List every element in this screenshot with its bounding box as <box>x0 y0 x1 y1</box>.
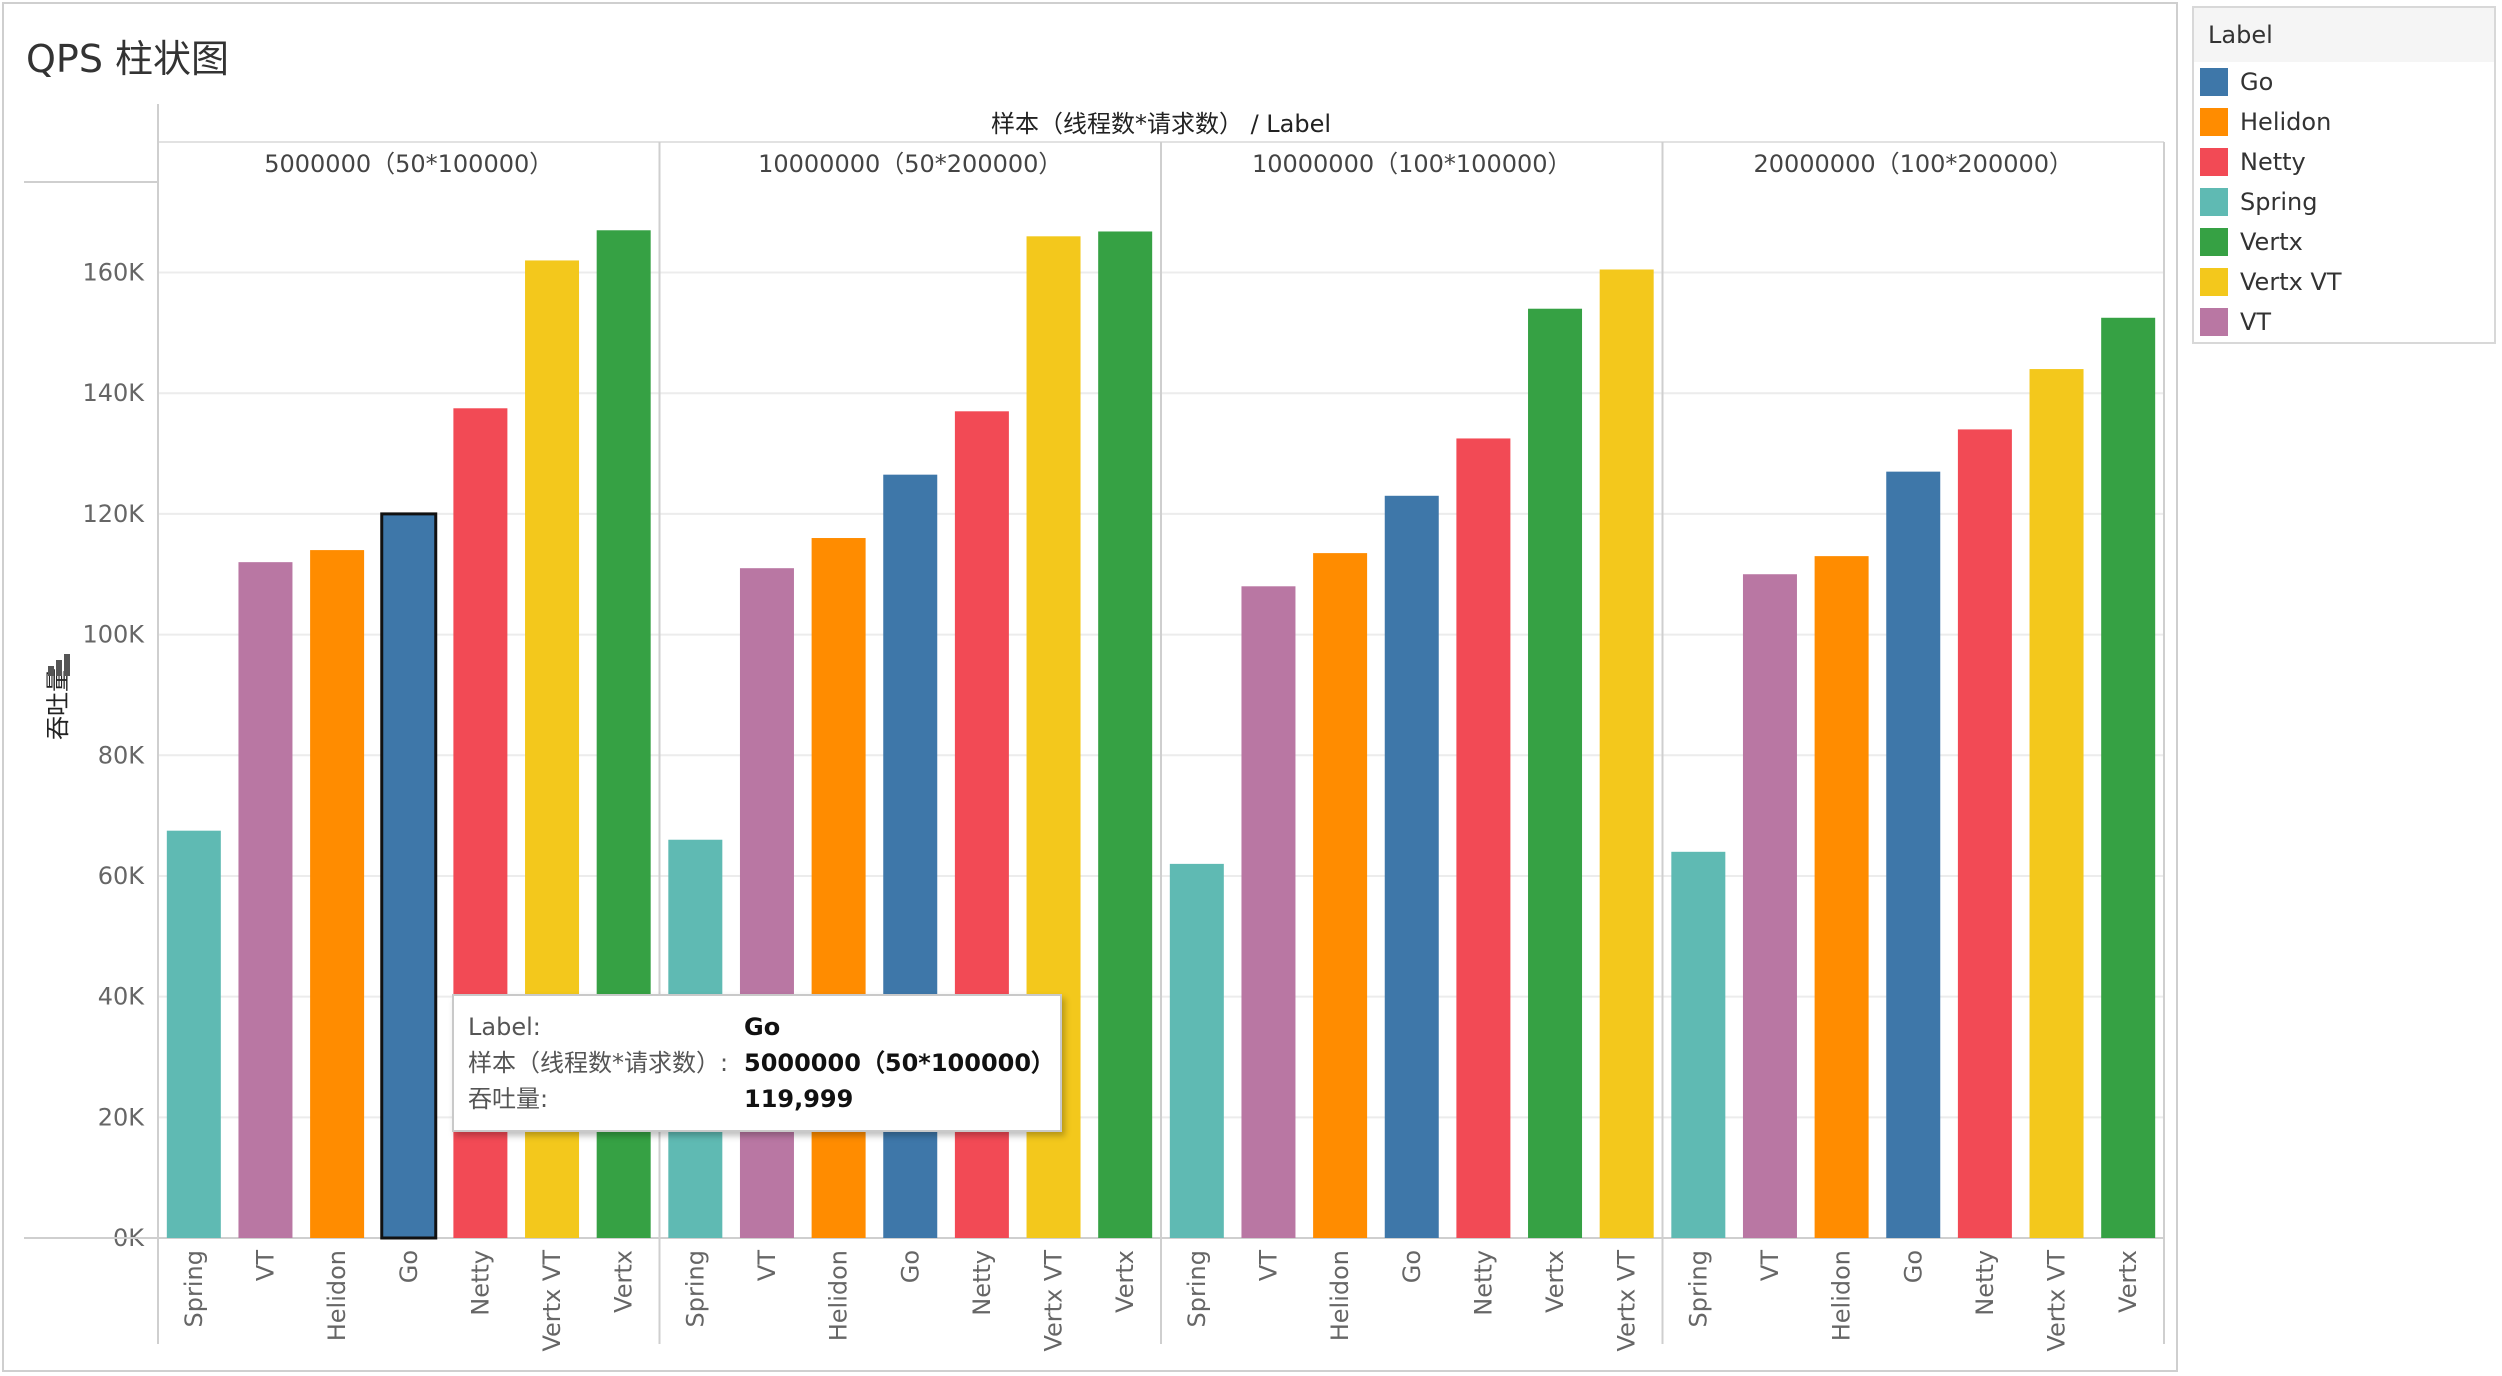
bar-vertx[interactable] <box>1098 231 1153 1238</box>
legend-label: Vertx VT <box>2240 268 2342 296</box>
x-tick-label: VT <box>1756 1250 1784 1281</box>
x-tick-label: Spring <box>1183 1250 1211 1327</box>
x-tick-label: Vertx <box>610 1250 638 1313</box>
sort-icon <box>56 660 62 676</box>
x-tick-label: Vertx <box>1541 1250 1569 1313</box>
tooltip-key-sample: 样本（线程数*请求数）: <box>468 1049 729 1077</box>
bar-vertx-vt[interactable] <box>1599 269 1654 1238</box>
bar-vertx-vt[interactable] <box>2029 369 2084 1238</box>
legend-swatch <box>2200 68 2228 96</box>
chart-panel: QPS 柱状图 样本（线程数*请求数） / Label 0K 20K 40K 60K 80K… <box>2 2 2178 1372</box>
x-tick-label: Helidon <box>323 1250 351 1341</box>
bar-go[interactable] <box>380 512 438 1240</box>
x-tick-label: Spring <box>1684 1250 1712 1327</box>
panel-header: 20000000（100*200000） <box>1753 150 2073 178</box>
x-tick-label: Vertx VT <box>1613 1250 1641 1352</box>
legend-swatch <box>2200 308 2228 336</box>
chart-title: QPS 柱状图 <box>26 37 229 81</box>
y-tick-label: 120K <box>82 500 145 528</box>
y-tick-label: 40K <box>98 983 146 1011</box>
bar-vt[interactable] <box>1742 574 1797 1238</box>
legend-item-spring[interactable]: Spring <box>2194 182 2494 222</box>
legend-label: Helidon <box>2240 108 2332 136</box>
bar-netty[interactable] <box>1456 438 1511 1238</box>
panel-header: 10000000（100*100000） <box>1252 150 1572 178</box>
x-tick-label: Vertx <box>1111 1250 1139 1313</box>
sort-icon <box>48 666 54 676</box>
bar-helidon[interactable] <box>1313 553 1368 1238</box>
legend-swatch <box>2200 188 2228 216</box>
x-tick-label: Vertx VT <box>1040 1250 1068 1352</box>
legend-item-helidon[interactable]: Helidon <box>2194 102 2494 142</box>
bar-spring[interactable] <box>166 830 221 1238</box>
legend-label: Go <box>2240 68 2274 96</box>
legend-label: Vertx <box>2240 228 2303 256</box>
x-tick-label: Go <box>896 1250 924 1283</box>
x-tick-label: Spring <box>681 1250 709 1327</box>
x-tick-label: Netty <box>1469 1250 1497 1316</box>
legend-item-netty[interactable]: Netty <box>2194 142 2494 182</box>
bar-vertx[interactable] <box>1528 308 1583 1239</box>
y-tick-label: 100K <box>82 621 145 649</box>
bar-helidon[interactable] <box>1814 556 1869 1238</box>
bar-spring[interactable] <box>1169 863 1224 1238</box>
legend-item-vt[interactable]: VT <box>2194 302 2494 342</box>
x-tick-label: Vertx VT <box>538 1250 566 1352</box>
legend-swatch <box>2200 148 2228 176</box>
legend-item-vertx-vt[interactable]: Vertx VT <box>2194 262 2494 302</box>
bar-helidon[interactable] <box>811 538 866 1238</box>
legend-item-vertx[interactable]: Vertx <box>2194 222 2494 262</box>
x-tick-label: Helidon <box>1828 1250 1856 1341</box>
bar-vertx[interactable] <box>2101 317 2156 1238</box>
legend-label: Spring <box>2240 188 2318 216</box>
tooltip-value-qps: 119,999 <box>744 1085 854 1113</box>
x-tick-label: Helidon <box>825 1250 853 1341</box>
x-tick-label: Netty <box>466 1250 494 1316</box>
legend-swatch <box>2200 108 2228 136</box>
y-tick-label: 140K <box>82 379 145 407</box>
y-tick-label: 160K <box>82 259 145 287</box>
legend: Label Go Helidon Netty Spring Vertx Vertx VT V… <box>2192 6 2496 344</box>
panel-header: 10000000（50*200000） <box>758 150 1062 178</box>
bar-spring[interactable] <box>1671 851 1726 1238</box>
bar-go[interactable] <box>1886 471 1941 1238</box>
x-tick-label: Spring <box>180 1250 208 1327</box>
legend-label: Netty <box>2240 148 2306 176</box>
sort-icon <box>64 654 70 676</box>
tooltip-value-sample: 5000000（50*100000） <box>744 1049 1056 1077</box>
column-header: 样本（线程数*请求数） / Label <box>991 110 1331 138</box>
bar-vt[interactable] <box>739 568 794 1238</box>
bar-netty[interactable] <box>1957 429 2012 1238</box>
x-tick-label: Go <box>1398 1250 1426 1283</box>
x-tick-label: VT <box>1254 1250 1282 1281</box>
x-tick-label: Netty <box>1971 1250 1999 1316</box>
legend-swatch <box>2200 228 2228 256</box>
bar-go[interactable] <box>1384 495 1439 1239</box>
bar-vt[interactable] <box>1241 586 1296 1238</box>
x-tick-label: Netty <box>968 1250 996 1316</box>
bar-vt[interactable] <box>238 562 293 1238</box>
legend-title: Label <box>2194 8 2494 62</box>
tooltip-value-label: Go <box>744 1013 781 1041</box>
x-tick-label: VT <box>251 1250 279 1281</box>
x-tick-label: VT <box>753 1250 781 1281</box>
y-tick-label: 20K <box>98 1103 146 1131</box>
legend-label: VT <box>2240 308 2272 336</box>
tooltip-key-label: Label: <box>468 1013 541 1041</box>
x-tick-label: Helidon <box>1326 1250 1354 1341</box>
bar-helidon[interactable] <box>310 550 365 1238</box>
x-tick-label: Go <box>395 1250 423 1283</box>
panel-header: 5000000（50*100000） <box>264 150 553 178</box>
legend-swatch <box>2200 268 2228 296</box>
x-tick-label: Vertx <box>2114 1250 2142 1313</box>
x-tick-label: Vertx VT <box>2043 1250 2071 1352</box>
y-tick-label: 60K <box>98 862 146 890</box>
tooltip: Label: Go 样本（线程数*请求数）: 5000000（50*100000… <box>452 994 1062 1132</box>
y-tick-label: 80K <box>98 741 146 769</box>
y-axis-label: 吞吐量 <box>44 668 72 740</box>
tooltip-key-qps: 吞吐量: <box>468 1085 549 1113</box>
legend-item-go[interactable]: Go <box>2194 62 2494 102</box>
x-tick-label: Go <box>1899 1250 1927 1283</box>
